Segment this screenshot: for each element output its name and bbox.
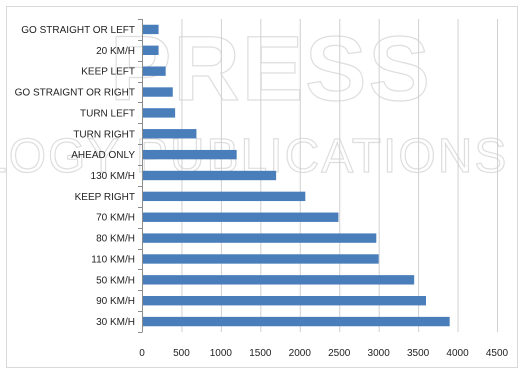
category-label: KEEP RIGHT: [75, 192, 135, 203]
bar: [143, 212, 339, 222]
x-tick-label: 2500: [328, 348, 351, 359]
bar: [143, 191, 306, 202]
chart-frame: [6, 6, 518, 368]
bar: [143, 316, 450, 327]
bar: [143, 45, 159, 55]
category-label: TURN RIGHT: [73, 129, 135, 140]
category-label: 80 KM/H: [96, 234, 135, 245]
x-tick-label: 2000: [289, 348, 312, 359]
category-label: 50 KM/H: [96, 275, 135, 286]
bar: [143, 87, 173, 97]
bar: [143, 170, 277, 181]
axes: [138, 19, 143, 333]
x-tick-label: 500: [173, 348, 190, 359]
x-tick-label: 1500: [249, 348, 272, 359]
category-label: 70 KM/H: [96, 213, 135, 224]
bar: [143, 66, 166, 76]
x-tick-label: 3500: [407, 348, 430, 359]
category-label: 110 KM/H: [91, 254, 135, 265]
category-label: AHEAD ONLY: [71, 150, 135, 161]
category-label: 20 KM/H: [96, 46, 135, 57]
bar: [143, 233, 377, 243]
category-label: TURN LEFT: [80, 108, 135, 119]
bar: [143, 254, 379, 264]
x-tick-label: 4000: [446, 348, 469, 359]
x-tick-label: 3000: [368, 348, 391, 359]
bar: [143, 296, 426, 306]
category-label: 130 KM/H: [91, 171, 135, 182]
bar: [143, 149, 237, 160]
category-label: KEEP LEFT: [81, 67, 135, 78]
category-label: 90 KM/H: [96, 296, 135, 307]
bars: [143, 24, 450, 327]
category-label: GO STRAIGHT OR LEFT: [21, 25, 135, 36]
category-label: GO STRAIGNT OR RIGHT: [15, 88, 135, 99]
bar: [143, 108, 176, 118]
category-label: 30 KM/H: [96, 317, 135, 328]
bar: [143, 24, 159, 35]
category-labels: GO STRAIGHT OR LEFT 20 KM/H KEEP LEFT GO ST…: [15, 25, 136, 328]
bar: [143, 275, 415, 285]
bar: [143, 129, 197, 139]
x-tick-label: 1000: [210, 348, 233, 359]
x-tick-label: 4500: [486, 348, 509, 359]
x-tick-label: 0: [139, 348, 145, 359]
x-tick-labels: 0 500 1000 1500 2000 2500 3000 3500 4000 4500: [139, 348, 508, 359]
